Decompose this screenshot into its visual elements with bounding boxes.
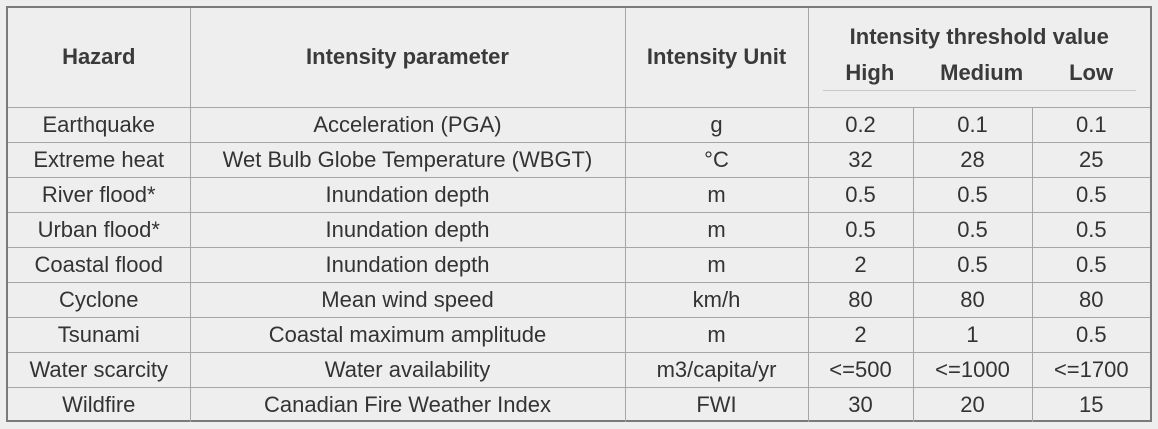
- header-intensity-unit: Intensity Unit: [624, 8, 809, 108]
- header-high: High: [845, 59, 895, 85]
- cell-threshold-high: 2: [807, 316, 914, 353]
- cell-intensity-parameter: Acceleration (PGA): [189, 106, 626, 143]
- hazard-threshold-table: Hazard Intensity parameter Intensity Uni…: [8, 8, 1151, 422]
- cell-intensity-unit: km/h: [624, 281, 809, 318]
- cell-intensity-parameter: Water availability: [189, 351, 626, 388]
- cell-intensity-unit: m3/capita/yr: [624, 351, 809, 388]
- cell-hazard: Wildfire: [8, 386, 191, 422]
- table-row: Earthquake Acceleration (PGA) g 0.2 0.1 0.1: [8, 106, 1151, 143]
- cell-threshold-high: <=500: [807, 351, 914, 388]
- cell-intensity-parameter: Mean wind speed: [189, 281, 626, 318]
- cell-intensity-unit: m: [624, 211, 809, 248]
- table-row: River flood* Inundation depth m 0.5 0.5 0.5: [8, 176, 1151, 213]
- cell-intensity-parameter: Inundation depth: [189, 176, 626, 213]
- cell-threshold-low: 0.5: [1031, 211, 1151, 248]
- cell-threshold-medium: 20: [912, 386, 1033, 422]
- cell-threshold-high: 0.2: [807, 106, 914, 143]
- header-low: Low: [1069, 59, 1114, 85]
- cell-threshold-low: <=1700: [1031, 351, 1151, 388]
- cell-hazard: Water scarcity: [8, 351, 191, 388]
- header-threshold-title: Intensity threshold value: [849, 23, 1109, 49]
- cell-threshold-low: 0.5: [1031, 176, 1151, 213]
- cell-hazard: Coastal flood: [8, 246, 191, 283]
- cell-intensity-parameter: Wet Bulb Globe Temperature (WBGT): [189, 141, 626, 178]
- cell-intensity-parameter: Inundation depth: [189, 246, 626, 283]
- cell-threshold-high: 80: [807, 281, 914, 318]
- cell-intensity-parameter: Canadian Fire Weather Index: [189, 386, 626, 422]
- table-row: Coastal flood Inundation depth m 2 0.5 0.5: [8, 246, 1151, 283]
- cell-intensity-unit: FWI: [624, 386, 809, 422]
- cell-threshold-high: 30: [807, 386, 914, 422]
- header-threshold-levels: High Medium Low: [822, 59, 1137, 91]
- header-threshold-group: Intensity threshold value High Medium Lo…: [807, 8, 1151, 108]
- cell-threshold-high: 32: [807, 141, 914, 178]
- table-row: Urban flood* Inundation depth m 0.5 0.5 0.5: [8, 211, 1151, 248]
- cell-threshold-medium: 28: [912, 141, 1033, 178]
- cell-intensity-unit: °C: [624, 141, 809, 178]
- cell-threshold-low: 25: [1031, 141, 1151, 178]
- cell-intensity-unit: m: [624, 176, 809, 213]
- cell-threshold-medium: 1: [912, 316, 1033, 353]
- table-body: Earthquake Acceleration (PGA) g 0.2 0.1 0.1 Ex…: [8, 106, 1151, 422]
- cell-threshold-high: 0.5: [807, 211, 914, 248]
- cell-hazard: Cyclone: [8, 281, 191, 318]
- cell-threshold-high: 0.5: [807, 176, 914, 213]
- cell-intensity-parameter: Coastal maximum amplitude: [189, 316, 626, 353]
- cell-threshold-medium: 0.5: [912, 211, 1033, 248]
- cell-intensity-parameter: Inundation depth: [189, 211, 626, 248]
- cell-intensity-unit: m: [624, 246, 809, 283]
- cell-threshold-high: 2: [807, 246, 914, 283]
- header-intensity-parameter: Intensity parameter: [189, 8, 626, 108]
- table-row: Tsunami Coastal maximum amplitude m 2 1 0.5: [8, 316, 1151, 353]
- cell-hazard: Earthquake: [8, 106, 191, 143]
- cell-hazard: River flood*: [8, 176, 191, 213]
- header-hazard: Hazard: [8, 8, 191, 108]
- cell-threshold-medium: 0.5: [912, 176, 1033, 213]
- cell-threshold-medium: 0.1: [912, 106, 1033, 143]
- table-row: Cyclone Mean wind speed km/h 80 80 80: [8, 281, 1151, 318]
- cell-threshold-low: 0.5: [1031, 246, 1151, 283]
- cell-threshold-low: 0.1: [1031, 106, 1151, 143]
- cell-threshold-low: 15: [1031, 386, 1151, 422]
- cell-intensity-unit: g: [624, 106, 809, 143]
- header-medium: Medium: [940, 59, 1024, 85]
- cell-hazard: Urban flood*: [8, 211, 191, 248]
- table-row: Extreme heat Wet Bulb Globe Temperature (…: [8, 141, 1151, 178]
- cell-hazard: Tsunami: [8, 316, 191, 353]
- table-row: Water scarcity Water availability m3/capit…: [8, 351, 1151, 388]
- hazard-threshold-table-container: Hazard Intensity parameter Intensity Uni…: [6, 6, 1152, 422]
- cell-threshold-medium: <=1000: [912, 351, 1033, 388]
- cell-threshold-medium: 80: [912, 281, 1033, 318]
- cell-intensity-unit: m: [624, 316, 809, 353]
- table-row: Wildfire Canadian Fire Weather Index FWI 30…: [8, 386, 1151, 422]
- cell-threshold-medium: 0.5: [912, 246, 1033, 283]
- cell-threshold-low: 0.5: [1031, 316, 1151, 353]
- table-header-row: Hazard Intensity parameter Intensity Uni…: [8, 8, 1151, 108]
- cell-threshold-low: 80: [1031, 281, 1151, 318]
- cell-hazard: Extreme heat: [8, 141, 191, 178]
